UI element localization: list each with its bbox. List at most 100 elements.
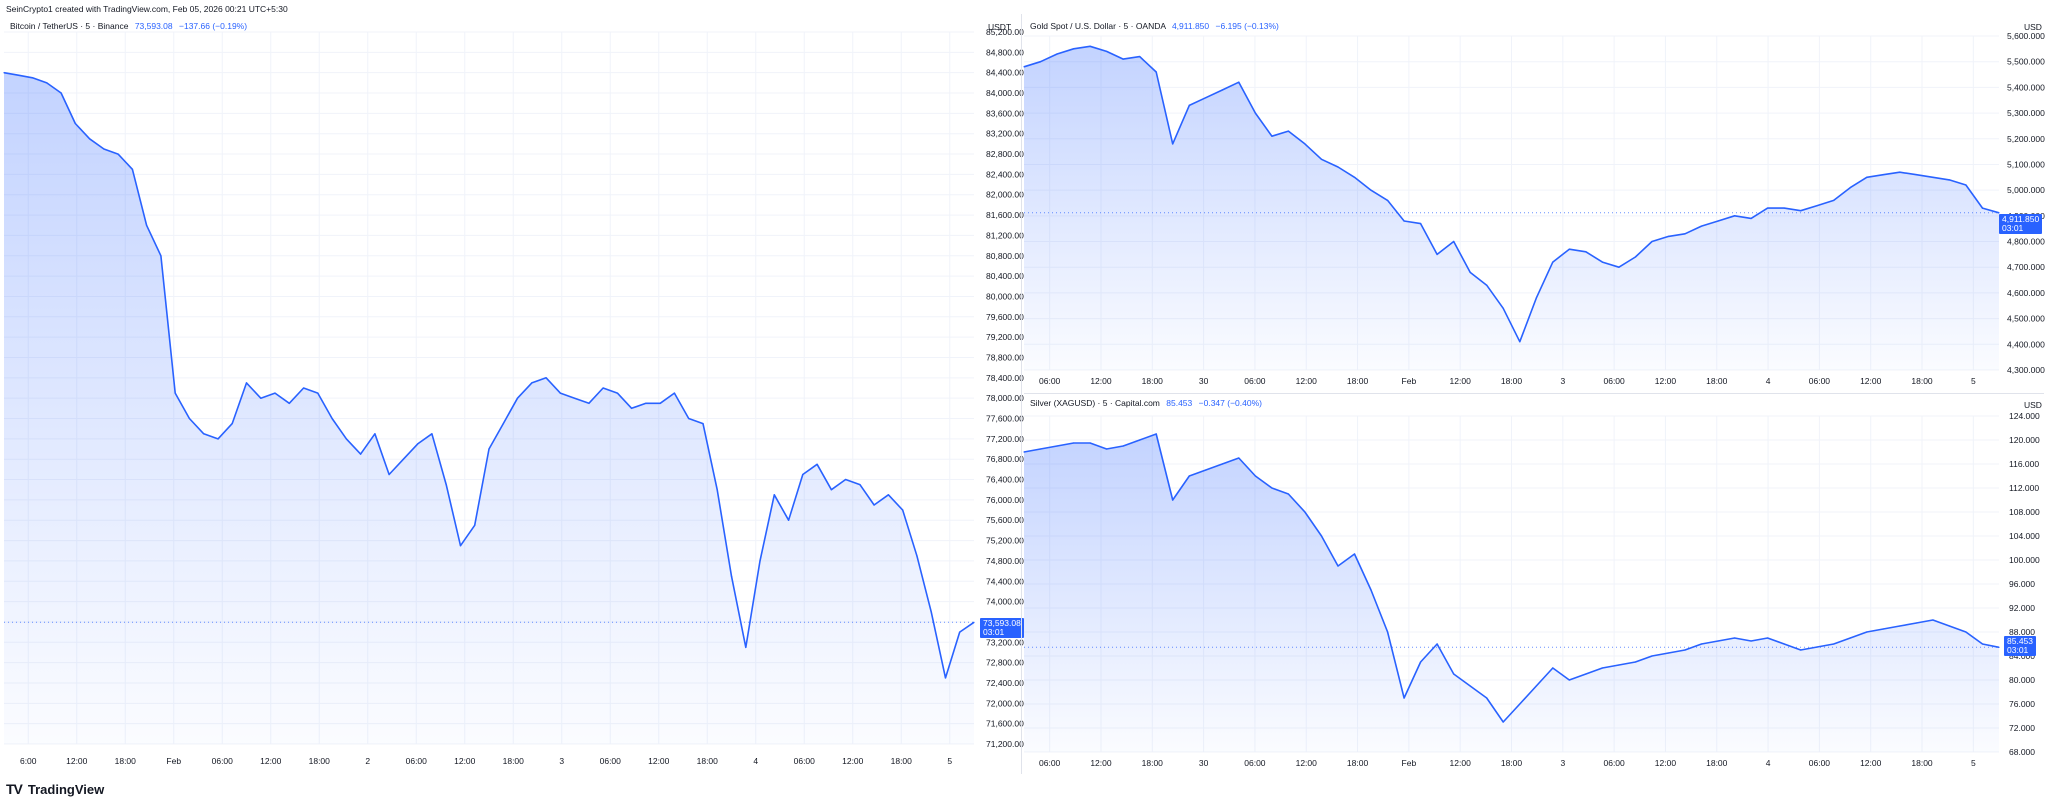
data-point: [1502, 721, 1504, 723]
data-point: [1519, 341, 1521, 343]
data-point: [417, 443, 419, 445]
pane-divider-vertical[interactable]: [1021, 14, 1022, 774]
data-point: [1833, 643, 1835, 645]
x-tick-label: 12:00: [1655, 758, 1677, 768]
data-point: [1287, 130, 1289, 132]
data-point: [60, 92, 62, 94]
data-point: [488, 448, 490, 450]
data-point: [1601, 667, 1603, 669]
data-point: [1155, 433, 1157, 435]
y-tick-label: 104.000: [2009, 531, 2040, 541]
x-tick-label: 18:00: [1911, 758, 1933, 768]
y-tick-label: 79,200.00: [986, 332, 1024, 342]
gold-badge-timer: 03:01: [2002, 223, 2024, 233]
x-tick-label: 12:00: [260, 756, 282, 766]
data-point: [203, 433, 205, 435]
data-point: [1205, 469, 1207, 471]
series-area: [4, 72, 974, 744]
silver-chart-svg[interactable]: 124.000 120.000 116.000 112.000 108.000 104.0…: [1023, 396, 2044, 774]
data-point: [46, 82, 48, 84]
y-tick-label: 84,400.00: [986, 68, 1024, 78]
y-tick-label: 116.000: [2009, 459, 2039, 469]
data-point: [516, 397, 519, 399]
data-point: [1089, 45, 1091, 47]
silver-change-label: −0.347 (−0.40%): [1198, 398, 1262, 408]
x-tick-label: 18:00: [1911, 376, 1933, 386]
data-point: [1304, 511, 1306, 513]
data-point: [360, 453, 362, 455]
x-tick-label: 12:00: [1655, 376, 1677, 386]
silver-pane[interactable]: 124.000 120.000 116.000 112.000 108.000 104.0…: [1023, 396, 2044, 774]
data-point: [1734, 637, 1736, 639]
data-point: [1535, 297, 1537, 299]
y-tick-label: 84,000.00: [986, 88, 1024, 98]
data-point: [131, 168, 133, 170]
data-point: [816, 463, 818, 465]
data-point: [859, 484, 861, 486]
data-point: [1238, 81, 1240, 83]
data-point: [559, 392, 561, 394]
y-tick-label: 4,500.000: [2007, 314, 2045, 324]
x-tick-label: 18:00: [1142, 376, 1164, 386]
data-point: [1932, 619, 1934, 621]
data-point: [1700, 225, 1703, 227]
data-point: [245, 382, 248, 384]
x-tick-label: 06:00: [1244, 376, 1266, 386]
x-tick-label: 18:00: [1347, 758, 1369, 768]
data-point: [402, 458, 404, 460]
x-tick-label: 4: [1766, 758, 1771, 768]
y-tick-label: 5,600.000: [2007, 31, 2045, 41]
x-tick-label: 12:00: [648, 756, 670, 766]
chart-caption: SeinCrypto1 created with TradingView.com…: [6, 4, 288, 14]
data-point: [1651, 240, 1653, 243]
silver-symbol-label: Silver (XAGUSD) · 5 · Capital.com: [1030, 398, 1160, 408]
gold-pane[interactable]: 5,600.000 5,500.000 5,400.000 5,300.000 5,20…: [1023, 14, 2045, 392]
y-tick-label: 82,000.00: [986, 190, 1024, 200]
data-point: [1816, 205, 1818, 207]
y-tick-label: 85,200.00: [986, 27, 1024, 37]
x-tick-label: 12:00: [1860, 376, 1882, 386]
data-point: [588, 402, 590, 404]
data-point: [174, 392, 176, 394]
x-tick-label: 06:00: [212, 756, 234, 766]
y-tick-label: 5,000.000: [2007, 185, 2045, 195]
y-tick-label: 80.000: [2009, 675, 2035, 685]
y-tick-label: 108.000: [2009, 507, 2040, 517]
data-point: [1552, 667, 1554, 669]
data-point: [1254, 112, 1256, 114]
btc-pane[interactable]: 85,200.00 84,800.00 84,400.00 84,000.00 83,6…: [3, 14, 1024, 774]
data-point: [502, 423, 504, 425]
y-tick-label: 100.000: [2009, 555, 2040, 565]
y-tick-label: 4,400.000: [2007, 339, 2045, 349]
data-point: [1320, 535, 1323, 537]
y-tick-label: 124.000: [2009, 411, 2040, 421]
gold-change-label: −6.195 (−0.13%): [1215, 21, 1279, 31]
data-point: [1684, 649, 1686, 651]
data-point: [1155, 71, 1157, 73]
y-tick-label: 83,600.00: [986, 108, 1024, 118]
y-tick-label: 75,200.00: [986, 536, 1024, 546]
data-point: [745, 646, 747, 649]
data-point: [288, 402, 290, 404]
x-tick-label: 12:00: [1450, 758, 1472, 768]
data-point: [1684, 233, 1686, 235]
data-point: [1783, 643, 1785, 645]
data-point: [1271, 135, 1273, 137]
silver-legend: Silver (XAGUSD) · 5 · Capital.com 85.453…: [1030, 398, 1262, 408]
data-point: [1948, 625, 1950, 627]
data-point: [31, 77, 34, 79]
y-tick-label: 5,500.000: [2007, 57, 2045, 67]
y-tick-label: 76.000: [2009, 699, 2035, 709]
footer-brand[interactable]: TV TradingView: [6, 781, 104, 797]
data-point: [1734, 215, 1736, 217]
gold-chart-svg[interactable]: 5,600.000 5,500.000 5,400.000 5,300.000 5,20…: [1023, 14, 2045, 392]
gold-badge-price: 4,911.850: [2002, 214, 2040, 224]
x-tick-label: 4: [1766, 376, 1771, 386]
btc-chart-svg[interactable]: 85,200.00 84,800.00 84,400.00 84,000.00 83,6…: [3, 14, 1024, 774]
pane-divider-horizontal[interactable]: [1024, 393, 2044, 394]
data-point: [1767, 637, 1769, 639]
silver-price-label: 85.453: [1166, 398, 1193, 408]
y-tick-label: 76,800.00: [986, 454, 1024, 464]
y-tick-label: 79,600.00: [986, 312, 1024, 322]
x-tick-label: 12:00: [1296, 758, 1318, 768]
